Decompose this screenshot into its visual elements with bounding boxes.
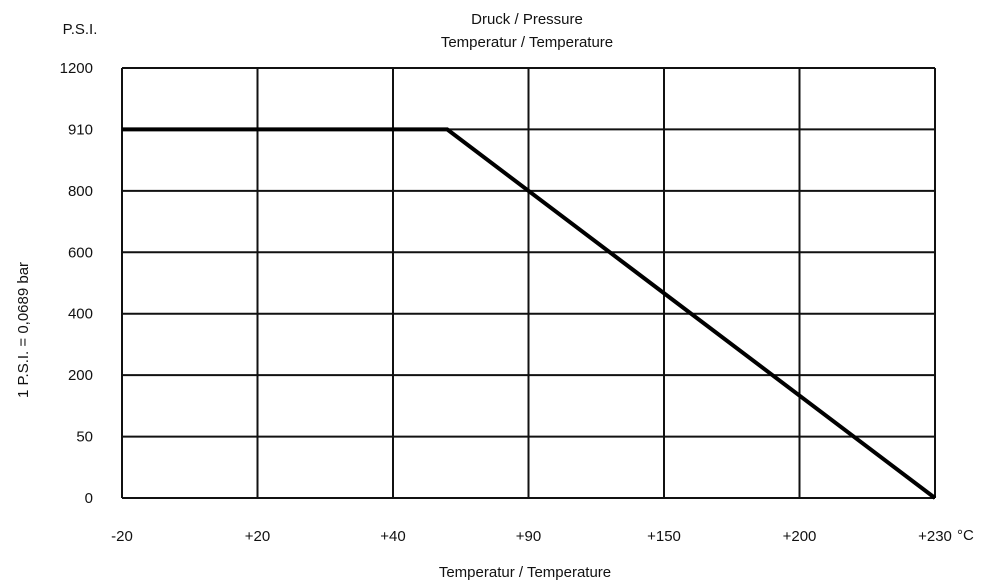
- x-axis-label: Temperatur / Temperature: [439, 564, 611, 581]
- grid: [121, 67, 936, 499]
- y-tick-label: 800: [68, 183, 93, 200]
- series-layer: [122, 127, 937, 500]
- y-tick-label: 50: [76, 429, 93, 446]
- chart-subtitle: Temperatur / Temperature: [441, 34, 613, 51]
- x-tick-label: +150: [647, 528, 681, 545]
- y-tick-label: 910: [68, 121, 93, 138]
- chart-title: Druck / Pressure: [471, 11, 583, 28]
- y-axis-label: 1 P.S.I. = 0,0689 bar: [15, 262, 32, 398]
- x-unit-label: °C: [957, 527, 974, 544]
- y-tick-label: 400: [68, 306, 93, 323]
- y-unit-label: P.S.I.: [63, 21, 98, 38]
- tick-labels: -20 +20 +40 +90 +150 +200 +230 0 50 200 400 600 800 9…: [60, 60, 952, 545]
- y-tick-label: 600: [68, 244, 93, 261]
- x-tick-label: +40: [380, 528, 405, 545]
- x-tick-label: +230: [918, 528, 952, 545]
- x-tick-label: +200: [783, 528, 817, 545]
- x-tick-label: +20: [245, 528, 270, 545]
- x-tick-label: +90: [516, 528, 541, 545]
- pressure-series-line: [122, 127, 937, 500]
- y-tick-label: 200: [68, 367, 93, 384]
- y-tick-label: 0: [85, 490, 93, 507]
- y-tick-label: 1200: [60, 60, 93, 77]
- x-tick-label: -20: [111, 528, 133, 545]
